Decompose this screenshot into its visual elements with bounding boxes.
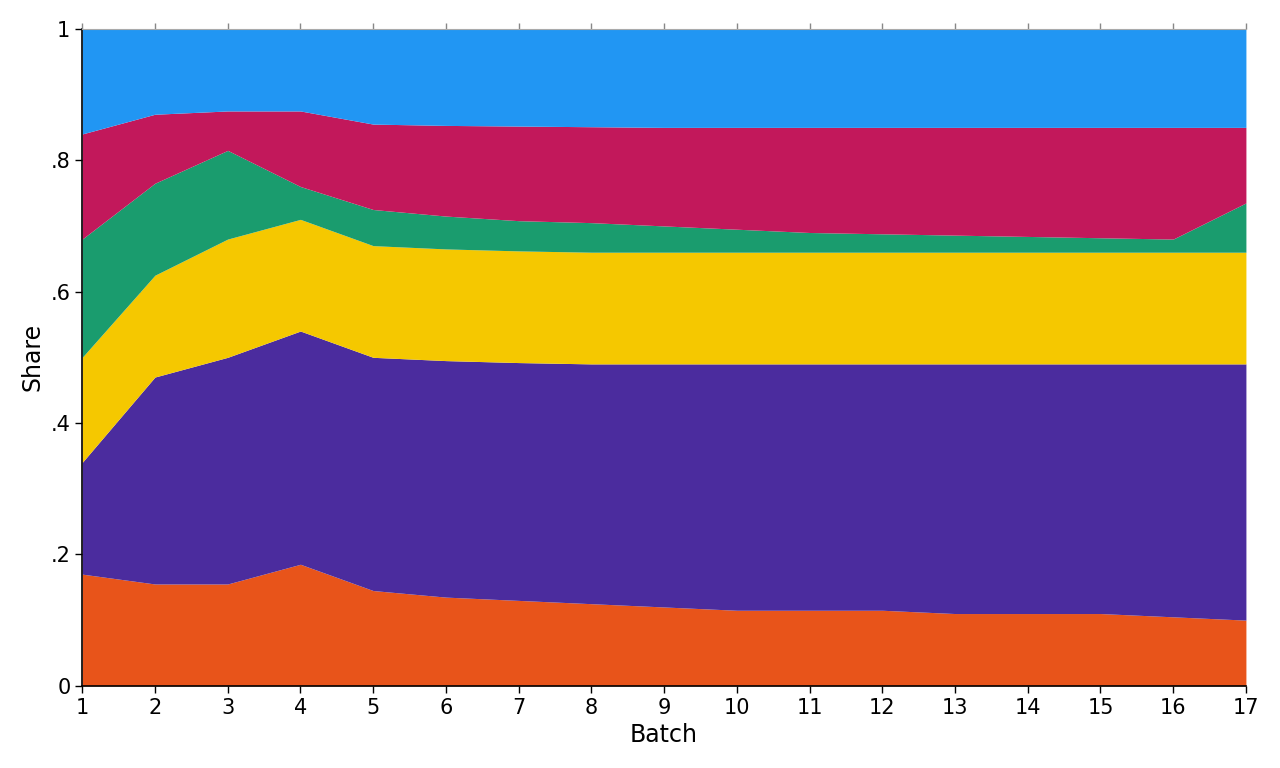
X-axis label: Batch: Batch — [630, 723, 698, 747]
Y-axis label: Share: Share — [20, 323, 45, 392]
